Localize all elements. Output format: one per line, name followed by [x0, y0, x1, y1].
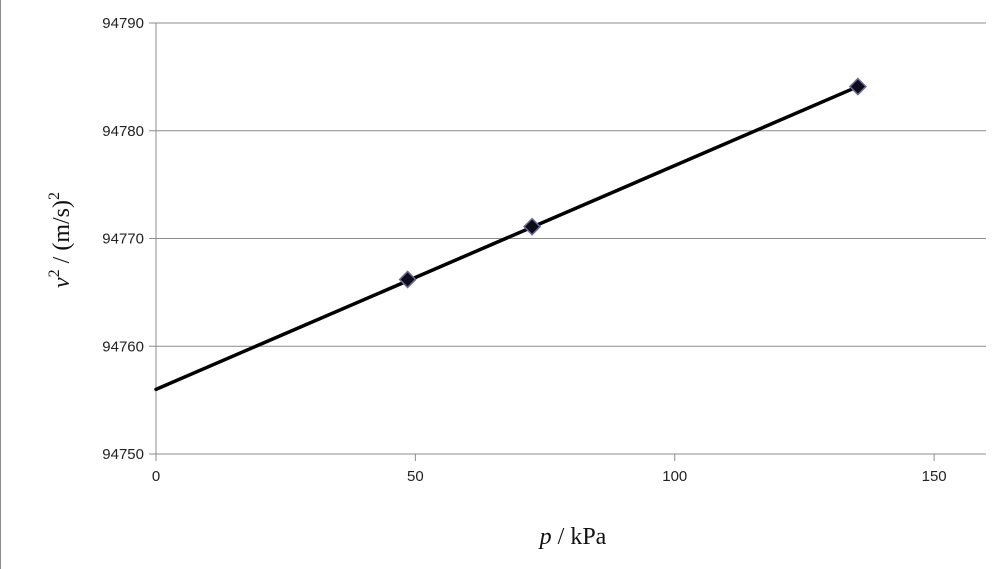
data-point-marker	[523, 217, 542, 236]
x-tick-label: 50	[407, 468, 424, 485]
x-axis-unit: / kPa	[552, 524, 607, 550]
data-point-marker	[848, 77, 867, 96]
y-axis-unit: / (m/s)	[49, 200, 75, 269]
data-point-marker	[398, 270, 417, 289]
y-axis-title: v2 / (m/s)2	[46, 192, 75, 288]
x-axis-variable: p	[538, 524, 552, 550]
y-tick-label: 94790	[102, 15, 144, 32]
y-axis-variable-exponent: 2	[46, 269, 63, 277]
y-tick-label: 94770	[102, 231, 144, 248]
x-tick-label: 0	[152, 468, 160, 485]
y-tick-label: 94780	[102, 123, 144, 140]
y-axis-variable: v	[49, 277, 75, 288]
y-axis-unit-exponent: 2	[46, 192, 63, 200]
y-tick-label: 94750	[102, 446, 144, 463]
trendline	[154, 84, 860, 392]
data-points	[398, 77, 867, 289]
x-tick-label: 100	[662, 468, 687, 485]
axes	[149, 22, 986, 461]
y-tick-label: 94760	[102, 338, 144, 355]
tick-labels: 94750 94760 94770 94780 94790 0 50 100 150	[102, 15, 946, 485]
gridlines	[156, 22, 986, 347]
x-axis-title: p / kPa	[538, 524, 607, 550]
trendline-layer	[154, 84, 860, 392]
x-tick-label: 150	[922, 468, 947, 485]
